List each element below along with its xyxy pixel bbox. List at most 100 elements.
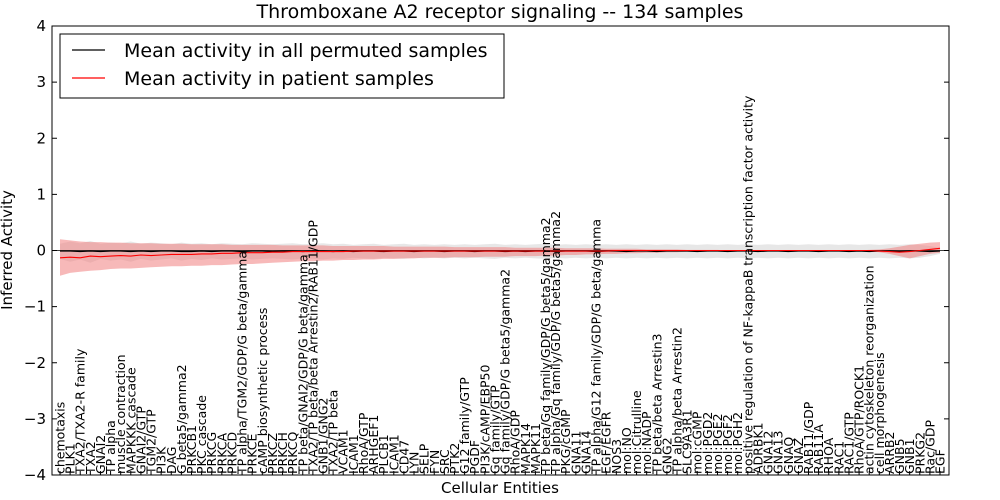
entity-label: PRKCE — [245, 434, 260, 474]
entity-label: GNB5 — [892, 438, 907, 474]
entity-label: PRKCA — [214, 433, 229, 474]
entity-label: mol:NADP — [639, 411, 654, 474]
entity-label: PRKG2 — [912, 432, 927, 474]
entity-label: TP alpha/G12 family/GDP/G beta/gamma — [589, 219, 604, 475]
entity-label: VCAM1 — [336, 429, 351, 474]
entity-label: GNB1 — [902, 438, 917, 474]
entity-label: Gq family/GTP — [487, 385, 502, 474]
entity-label: positive regulation of NF-kappaB transcr… — [740, 95, 755, 474]
entity-label: CD47 — [396, 440, 411, 474]
entity-label: SLC9A3R1 — [680, 409, 695, 474]
entity-label: TXA2 — [83, 441, 98, 475]
y-axis-label: Inferred Activity — [0, 190, 16, 310]
entity-label: MAPK14 — [518, 423, 533, 474]
entity-label: PTK2 — [447, 443, 462, 474]
entity-label: TP alpha/Gq family/GDP/G beta5/gamma2 — [548, 211, 563, 475]
entity-label: GNA13 — [771, 431, 786, 475]
entity-label: TXA2/TXA2-R family — [73, 348, 88, 475]
entity-label: SRC — [437, 449, 452, 474]
legend-patient-label: Mean activity in patient samples — [124, 68, 434, 90]
y-axis-ticks: −4 −3 −2 −1 0 1 2 3 4 — [24, 17, 949, 484]
entity-label: TP alpha — [103, 420, 118, 475]
entity-label: TXA2/TP beta — [326, 390, 341, 475]
y-tick-label: 1 — [36, 185, 46, 203]
entity-label: PRKCQ — [285, 432, 300, 474]
entity-label: mol:PGE2 — [710, 413, 725, 474]
y-tick-label: 0 — [36, 242, 46, 260]
entity-label: PLK1 — [63, 443, 78, 474]
entity-label: TXA2/TP beta/beta Arrestin2/RAB11/GDP — [305, 220, 320, 475]
entity-label: ARRB2 — [882, 432, 897, 474]
band-patient — [60, 239, 940, 276]
entity-label: GNA14 — [579, 430, 594, 474]
entity-label: PKG/cGMP — [558, 409, 573, 474]
entity-label: PRKCZ — [265, 433, 280, 474]
entity-label: EGF/EGFR — [599, 411, 614, 474]
entity-label: G beta5/gamma2 — [174, 364, 189, 474]
x-axis-label: Cellular Entities — [441, 479, 559, 497]
entity-label: GNAZ — [791, 438, 806, 474]
entity-label: RhoA/GTP — [356, 412, 371, 474]
entity-label: mol:NO — [619, 427, 634, 474]
entity-label: RHOA — [821, 437, 836, 474]
entity-label: muscle contraction — [113, 354, 128, 474]
entity-label: ICAM1 — [346, 434, 361, 474]
entity-label: SELP — [417, 443, 432, 474]
entity-label: PI3K — [154, 446, 169, 474]
entity-label: PRKCG — [204, 432, 219, 474]
y-tick-label: 2 — [36, 129, 46, 147]
entity-label: RhoA/GTP/ROCK1 — [852, 365, 867, 474]
entity-label: RAB11/GDP — [801, 401, 816, 474]
entity-label: RAC1 — [831, 441, 846, 474]
entity-label: TP beta/Gq family/GDP/G beta5/gamma2 — [538, 217, 553, 475]
entity-label: DAG — [164, 447, 179, 474]
entity-label: GNAI2/GTP — [133, 406, 148, 474]
entity-label: LYN — [407, 452, 422, 474]
entity-label: GNAI2 — [93, 435, 108, 474]
entity-label: mol:PGH2 — [730, 412, 745, 474]
entity-label: PLCB1 — [376, 434, 391, 474]
line-patient — [59, 247, 941, 259]
y-tick-label: 4 — [36, 17, 46, 35]
entity-label: TP beta/GNAI2/GDP/G beta/gamma — [295, 254, 310, 475]
entity-label: Gq family/GDP/G beta5/gamma2 — [498, 269, 513, 474]
entity-label: GNA12 — [761, 431, 776, 475]
entity-label: RAB11A — [811, 424, 826, 474]
entity-label: GNG2 — [659, 437, 674, 474]
legend-box — [59, 33, 505, 99]
entity-label: TP beta/beta Arrestin3 — [649, 334, 664, 476]
entity-label: PKC cascade — [194, 395, 209, 474]
entity-label: FYN — [427, 450, 442, 474]
entity-label: actin cytoskeleton reorganization — [862, 265, 877, 474]
entity-label: GNA11 — [568, 431, 583, 475]
entity-label: TP alpha/TGM2/GDP/G beta/gamma — [235, 251, 250, 475]
entity-label: PRKCH — [275, 432, 290, 474]
legend-permuted-label: Mean activity in all permuted samples — [124, 40, 487, 62]
entity-label: GNAQ — [781, 437, 796, 474]
entity-label: NOS3 — [609, 439, 624, 474]
y-tick-label: −4 — [24, 466, 46, 484]
legend: Mean activity in all permuted samples Me… — [59, 33, 505, 99]
entity-label: PI3K/cAMP/EBP50 — [477, 364, 492, 474]
entity-label: MAPK11 — [528, 423, 543, 474]
entity-label: mol:cGMP — [690, 411, 705, 474]
y-tick-label: −3 — [24, 410, 46, 428]
entity-label: RhoA/GDP — [508, 410, 523, 474]
entity-label: chemotaxis — [53, 402, 68, 474]
entity-label: TP alpha/beta Arrestin2 — [670, 327, 685, 475]
entity-label: EGF — [933, 449, 948, 474]
entity-label: PRKCD — [225, 432, 240, 474]
entity-label: GNB1/GNG2 — [316, 398, 331, 474]
entity-label: mol:Citrulline — [629, 390, 644, 474]
entity-label: PRKCB1 — [184, 425, 199, 474]
entity-label: TGM2/GTP — [144, 409, 159, 475]
entity-label: mol:PGF2 — [720, 414, 735, 474]
y-tick-label: −1 — [24, 298, 46, 316]
entity-label: MAPKKK cascade — [123, 367, 138, 474]
entity-label: cAMP biosynthetic process — [255, 308, 270, 474]
entity-label: Rac/GDP — [922, 420, 937, 474]
entity-label: RAC1/GTP — [842, 412, 857, 474]
entity-label: PGDF — [467, 440, 482, 474]
entity-label: G12 family/GTP — [457, 377, 472, 474]
